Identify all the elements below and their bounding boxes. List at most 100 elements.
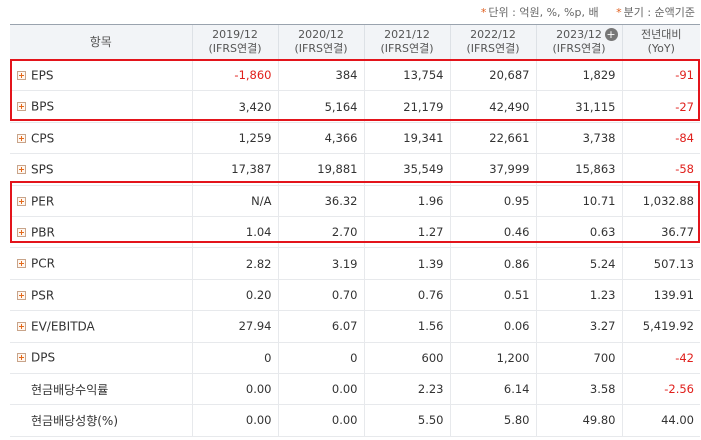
value-cell: 0.06 [449, 310, 536, 343]
unit-note: 단위 : 억원, %, %p, 배 [488, 6, 599, 19]
value-cell: N/A [191, 185, 278, 217]
expand-row-icon[interactable] [17, 196, 26, 206]
expand-row-icon[interactable] [17, 259, 26, 269]
row-label: SPS [31, 162, 54, 177]
value-cell: 0.95 [449, 185, 536, 217]
value-cell: 0.00 [191, 373, 278, 406]
header-col-2020: 2020/12 (IFRS연결) [277, 24, 364, 60]
value-cell: 31,115 [535, 90, 622, 123]
period-note: 분기 : 순액기준 [623, 6, 695, 19]
row-label: PER [31, 194, 55, 208]
header-item: 항목 [10, 24, 192, 60]
value-cell: 6.07 [277, 310, 364, 343]
value-cell: 5,164 [277, 90, 364, 123]
value-cell: 2.70 [277, 216, 364, 249]
expand-row-icon[interactable] [17, 353, 26, 363]
table-row: PSR 0.20 0.70 0.76 0.51 1.23 139.91 [10, 279, 700, 312]
row-label-cell[interactable]: EV/EBITDA [10, 310, 192, 343]
row-label-cell[interactable]: CPS [10, 122, 192, 155]
header-col-2023: 2023/12 (IFRS연결) + [535, 24, 622, 60]
asterisk-icon: * [616, 6, 622, 19]
table-row: CPS 1,259 4,366 19,341 22,661 3,738 -84 [10, 122, 700, 155]
value-cell: 27.94 [191, 310, 278, 343]
expand-row-icon[interactable] [17, 133, 26, 143]
financial-ratio-table: 항목 2019/12 (IFRS연결) 2020/12 (IFRS연결) 2021/… [10, 24, 700, 437]
value-cell: 139.91 [621, 279, 700, 312]
expand-row-icon[interactable] [17, 165, 26, 175]
value-cell: -91 [621, 59, 700, 92]
header-col-2019: 2019/12 (IFRS연결) [191, 24, 278, 60]
table-header-row: 항목 2019/12 (IFRS연결) 2020/12 (IFRS연결) 2021/… [10, 24, 700, 60]
value-cell: 700 [535, 342, 622, 374]
value-cell: 3.58 [535, 373, 622, 406]
value-cell: 1.56 [363, 310, 450, 343]
value-cell: 2.82 [191, 247, 278, 280]
expand-row-icon[interactable] [17, 290, 26, 300]
header-col-2021: 2021/12 (IFRS연결) [363, 24, 450, 60]
value-cell: 1,200 [449, 342, 536, 374]
value-cell: 0 [191, 342, 278, 374]
value-cell: 0.51 [449, 279, 536, 312]
row-label: DPS [31, 350, 56, 365]
value-cell: 37,999 [449, 153, 536, 186]
expand-columns-icon[interactable]: + [604, 28, 618, 41]
value-cell: 5.80 [449, 404, 536, 437]
row-label-cell[interactable]: EPS [10, 59, 192, 92]
value-cell: 5.24 [535, 247, 622, 280]
value-cell: 0.76 [363, 279, 450, 312]
value-cell: 3.27 [535, 310, 622, 343]
row-label-cell: 현금배당성향(%) [10, 404, 192, 437]
row-label-cell[interactable]: PCR [10, 247, 192, 280]
value-cell: 5.50 [363, 404, 450, 437]
value-cell: 1,032.88 [621, 185, 700, 217]
value-cell: 19,341 [363, 122, 450, 155]
value-cell: 49.80 [535, 404, 622, 437]
value-cell: 1,829 [535, 59, 622, 92]
value-cell: 384 [277, 59, 364, 92]
value-cell: 0.70 [277, 279, 364, 312]
header-col-yoy: 전년대비 (YoY) [621, 24, 700, 60]
value-cell: 4,366 [277, 122, 364, 155]
value-cell: 42,490 [449, 90, 536, 123]
row-label: 현금배당수익률 [31, 382, 109, 397]
value-cell: 1.23 [535, 279, 622, 312]
value-cell: -58 [621, 153, 700, 186]
value-cell: 0.20 [191, 279, 278, 312]
value-cell: 1.96 [363, 185, 450, 217]
row-label: PBR [31, 225, 55, 240]
table-row: EV/EBITDA 27.94 6.07 1.56 0.06 3.27 5,419.92 [10, 310, 700, 343]
value-cell: 3.19 [277, 247, 364, 280]
table-row: SPS 17,387 19,881 35,549 37,999 15,863 -58 [10, 153, 700, 186]
expand-row-icon[interactable] [17, 70, 26, 80]
row-label-cell: 현금배당수익률 [10, 373, 192, 406]
value-cell: 0.86 [449, 247, 536, 280]
row-label-cell[interactable]: DPS [10, 342, 192, 374]
value-cell: 44.00 [621, 404, 700, 437]
value-cell: 20,687 [449, 59, 536, 92]
value-cell: -1,860 [191, 59, 278, 92]
value-cell: 13,754 [363, 59, 450, 92]
asterisk-icon: * [480, 6, 487, 19]
value-cell: 21,179 [363, 90, 450, 123]
value-cell: 0.00 [277, 373, 364, 406]
table-row: 현금배당수익률 0.00 0.00 2.23 6.14 3.58 -2.56 [10, 373, 700, 406]
row-label-cell[interactable]: PER [10, 185, 192, 217]
value-cell: 1,259 [191, 122, 278, 155]
value-cell: 0.00 [191, 404, 278, 437]
expand-row-icon[interactable] [17, 102, 26, 112]
row-label-cell[interactable]: PSR [10, 279, 192, 312]
table-row: 현금배당성향(%) 0.00 0.00 5.50 5.80 49.80 44.00 [10, 404, 700, 437]
row-label-cell[interactable]: BPS [10, 90, 192, 123]
row-label-cell[interactable]: PBR [10, 216, 192, 249]
value-cell: 5,419.92 [621, 310, 700, 343]
header-col-2022: 2022/12 (IFRS연결) [449, 24, 536, 60]
value-cell: 507.13 [621, 247, 700, 280]
value-cell: 19,881 [277, 153, 364, 186]
row-label: PSR [31, 288, 55, 303]
expand-row-icon[interactable] [17, 227, 26, 237]
value-cell: 0.00 [277, 404, 364, 437]
row-label: 현금배당성향(%) [31, 413, 119, 428]
value-cell: 22,661 [449, 122, 536, 155]
expand-row-icon[interactable] [17, 322, 26, 332]
row-label-cell[interactable]: SPS [10, 153, 192, 186]
